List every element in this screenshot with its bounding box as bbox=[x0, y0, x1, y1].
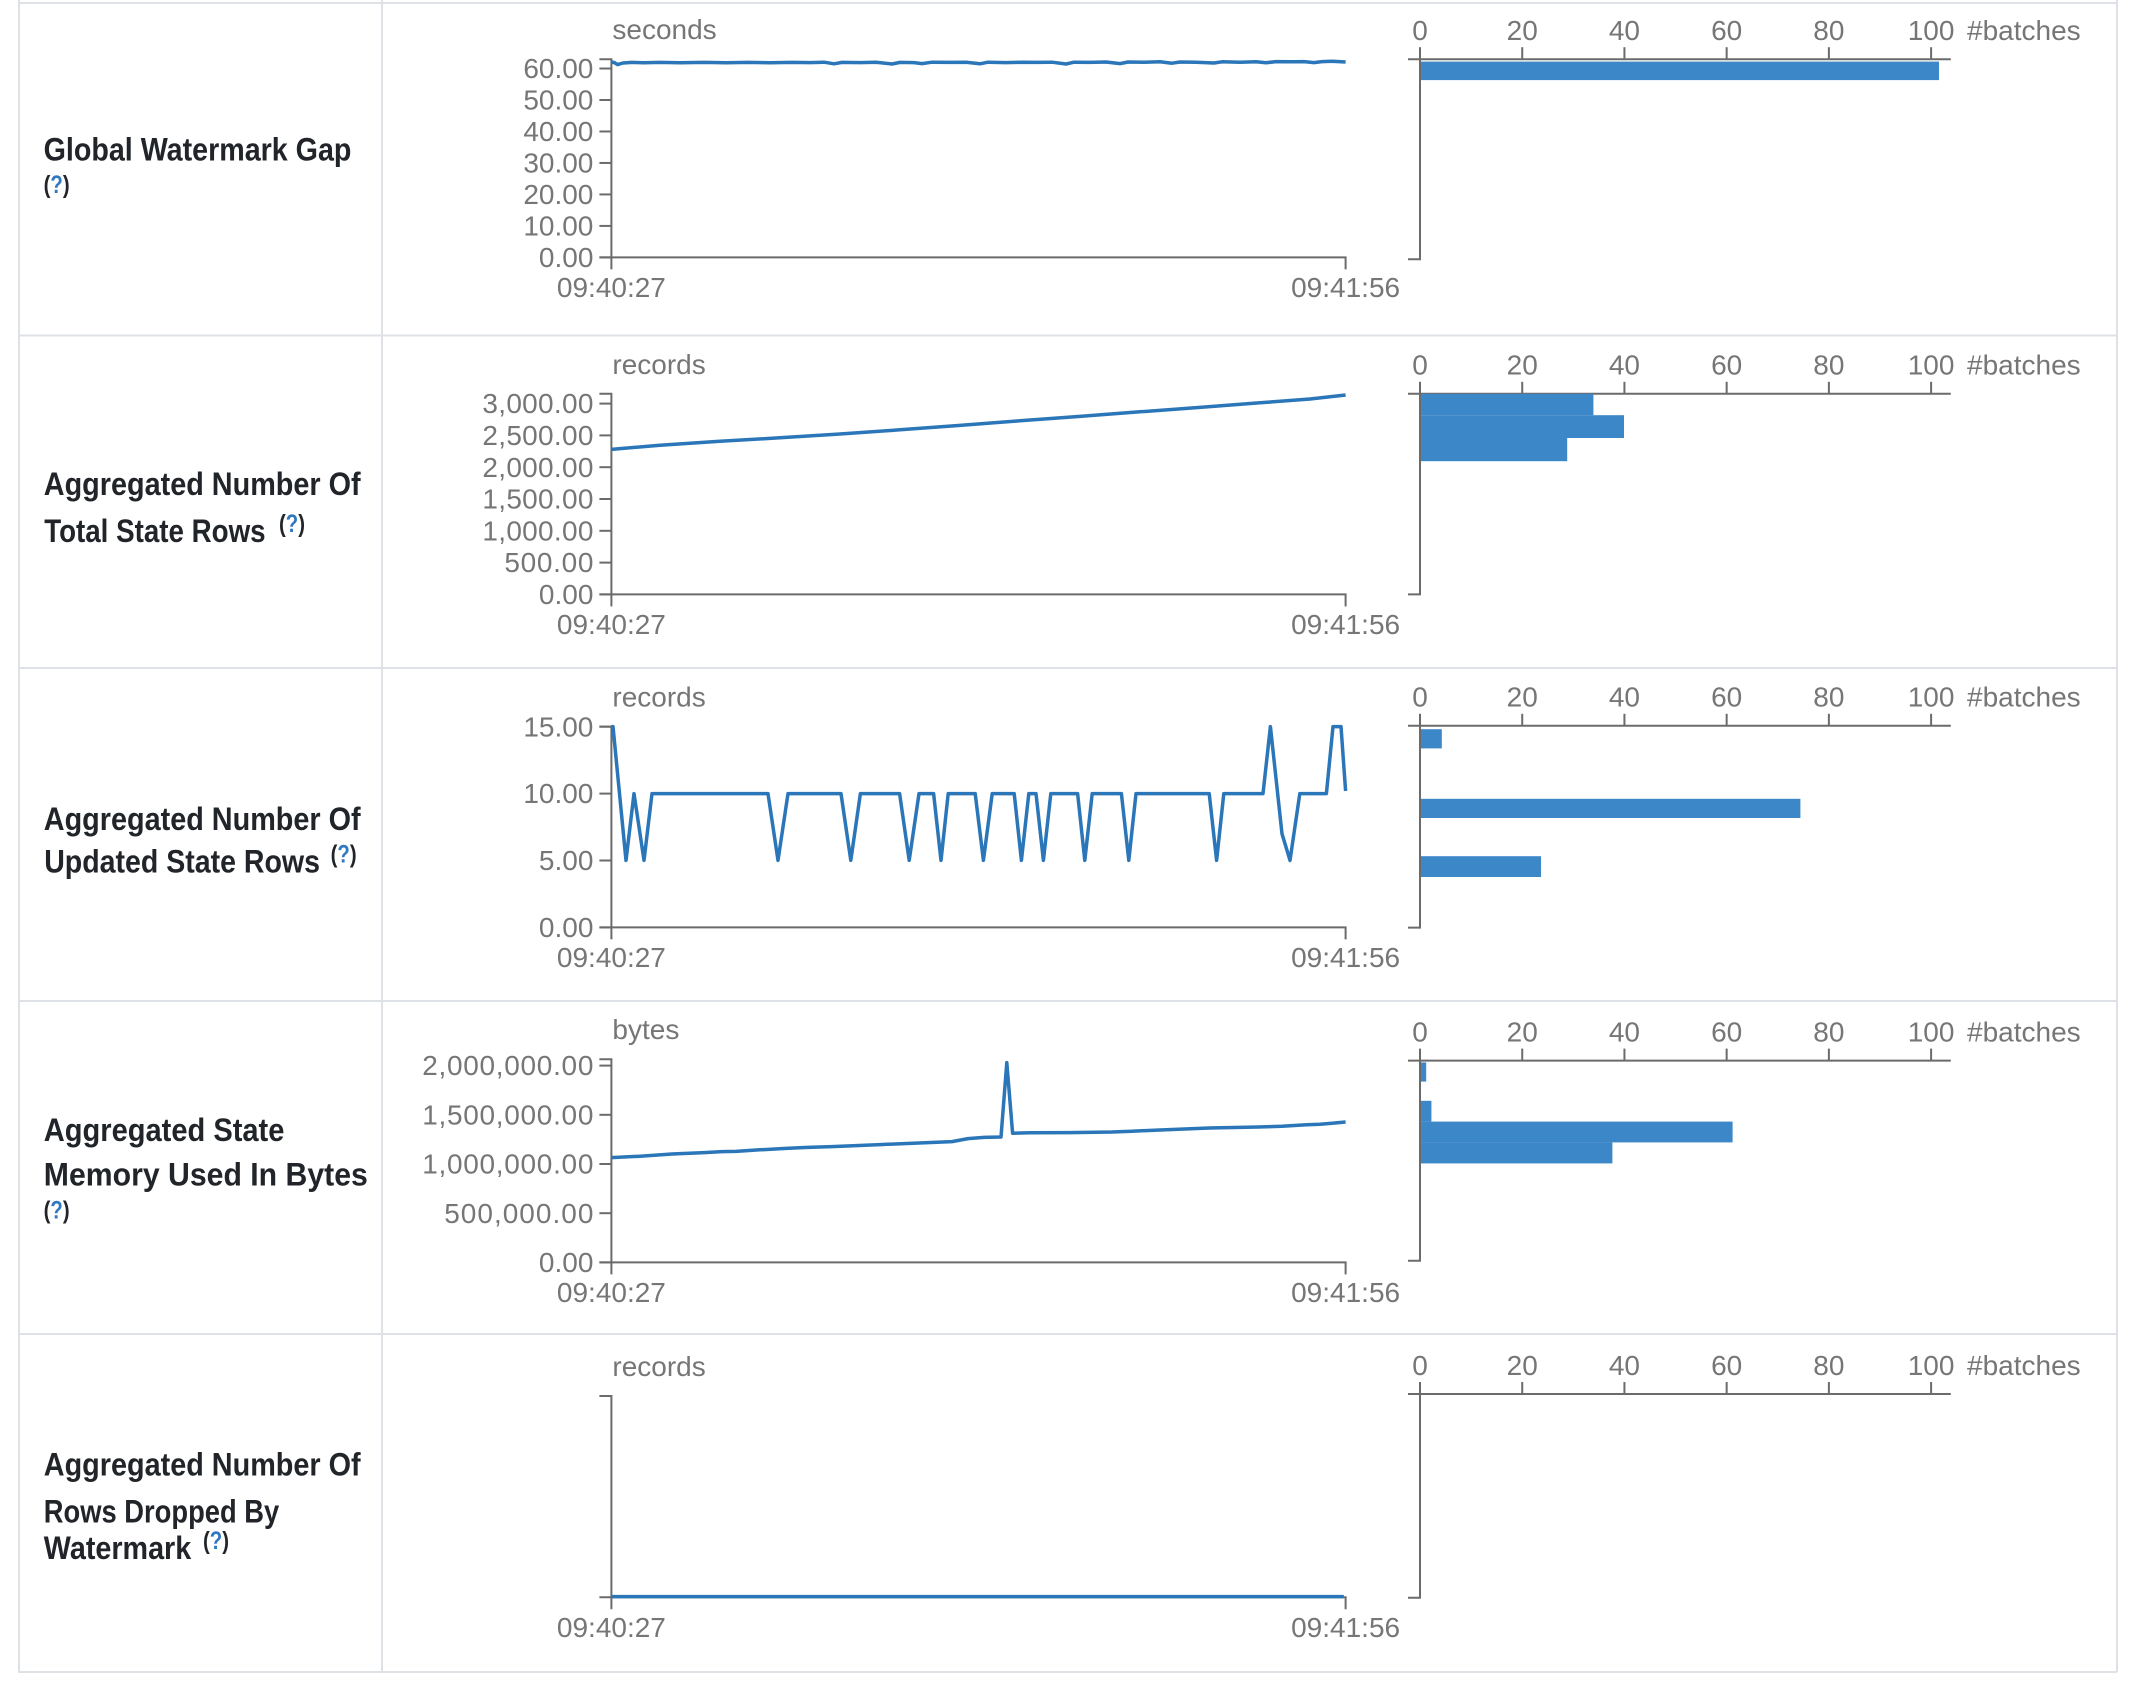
svg-text:15.00: 15.00 bbox=[523, 711, 593, 742]
svg-text:80: 80 bbox=[1813, 15, 1844, 46]
svg-text:(?): (?) bbox=[44, 171, 70, 199]
svg-text:1,000,000.00: 1,000,000.00 bbox=[422, 1149, 593, 1180]
svg-text:09:40:27: 09:40:27 bbox=[557, 609, 666, 640]
svg-text:20: 20 bbox=[1507, 15, 1538, 46]
svg-text:Aggregated Number Of: Aggregated Number Of bbox=[44, 801, 361, 837]
svg-text:09:41:56: 09:41:56 bbox=[1291, 1277, 1400, 1308]
svg-text:10.00: 10.00 bbox=[523, 211, 593, 242]
svg-text:1,500.00: 1,500.00 bbox=[482, 484, 593, 515]
svg-text:40: 40 bbox=[1609, 682, 1640, 713]
svg-text:#batches: #batches bbox=[1967, 682, 2081, 713]
svg-text:Global Watermark Gap: Global Watermark Gap bbox=[44, 132, 352, 168]
svg-text:50.00: 50.00 bbox=[523, 85, 593, 116]
svg-text:20: 20 bbox=[1507, 350, 1538, 381]
svg-text:20: 20 bbox=[1507, 1016, 1538, 1047]
svg-text:0: 0 bbox=[1412, 350, 1428, 381]
svg-text:Aggregated Number Of: Aggregated Number Of bbox=[44, 466, 361, 502]
svg-text:100: 100 bbox=[1908, 350, 1955, 381]
svg-text:0.00: 0.00 bbox=[539, 242, 594, 273]
svg-text:09:40:27: 09:40:27 bbox=[557, 1277, 666, 1308]
svg-text:records: records bbox=[612, 682, 705, 713]
svg-text:10.00: 10.00 bbox=[523, 778, 593, 809]
svg-text:09:40:27: 09:40:27 bbox=[557, 272, 666, 303]
svg-text:(?): (?) bbox=[203, 1527, 229, 1555]
svg-text:1,000.00: 1,000.00 bbox=[482, 515, 593, 546]
svg-text:60.00: 60.00 bbox=[523, 53, 593, 84]
svg-text:0: 0 bbox=[1412, 682, 1428, 713]
svg-text:(?): (?) bbox=[279, 510, 305, 538]
svg-text:20.00: 20.00 bbox=[523, 179, 593, 210]
svg-text:80: 80 bbox=[1813, 1016, 1844, 1047]
svg-text:60: 60 bbox=[1711, 682, 1742, 713]
svg-text:09:40:27: 09:40:27 bbox=[557, 942, 666, 973]
svg-text:60: 60 bbox=[1711, 15, 1742, 46]
svg-text:#batches: #batches bbox=[1967, 1350, 2081, 1381]
svg-text:#batches: #batches bbox=[1967, 350, 2081, 381]
svg-text:0.00: 0.00 bbox=[539, 1247, 594, 1278]
svg-text:40: 40 bbox=[1609, 15, 1640, 46]
svg-text:2,000,000.00: 2,000,000.00 bbox=[422, 1050, 593, 1081]
svg-text:40: 40 bbox=[1609, 1350, 1640, 1381]
svg-text:Total State Rows: Total State Rows bbox=[44, 513, 265, 549]
svg-text:40.00: 40.00 bbox=[523, 116, 593, 147]
svg-text:0: 0 bbox=[1412, 1016, 1428, 1047]
svg-text:09:41:56: 09:41:56 bbox=[1291, 942, 1400, 973]
svg-text:Rows Dropped By: Rows Dropped By bbox=[44, 1493, 280, 1529]
svg-text:09:41:56: 09:41:56 bbox=[1291, 609, 1400, 640]
svg-text:500.00: 500.00 bbox=[504, 547, 593, 578]
svg-text:0: 0 bbox=[1412, 1350, 1428, 1381]
svg-text:20: 20 bbox=[1507, 1350, 1538, 1381]
svg-text:#batches: #batches bbox=[1967, 1016, 2081, 1047]
svg-text:Aggregated State: Aggregated State bbox=[44, 1112, 285, 1148]
svg-text:100: 100 bbox=[1908, 682, 1955, 713]
svg-text:bytes: bytes bbox=[612, 1014, 679, 1045]
svg-text:80: 80 bbox=[1813, 682, 1844, 713]
svg-text:5.00: 5.00 bbox=[539, 845, 594, 876]
svg-text:0.00: 0.00 bbox=[539, 579, 594, 610]
svg-text:#batches: #batches bbox=[1967, 15, 2081, 46]
svg-text:60: 60 bbox=[1711, 1350, 1742, 1381]
svg-text:0.00: 0.00 bbox=[539, 912, 594, 943]
svg-text:60: 60 bbox=[1711, 350, 1742, 381]
svg-text:Aggregated Number Of: Aggregated Number Of bbox=[44, 1446, 361, 1482]
svg-text:09:41:56: 09:41:56 bbox=[1291, 272, 1400, 303]
svg-text:100: 100 bbox=[1908, 1350, 1955, 1381]
svg-text:Memory Used In Bytes: Memory Used In Bytes bbox=[44, 1157, 368, 1193]
svg-text:(?): (?) bbox=[331, 840, 357, 868]
svg-text:40: 40 bbox=[1609, 350, 1640, 381]
svg-text:80: 80 bbox=[1813, 1350, 1844, 1381]
svg-text:2,500.00: 2,500.00 bbox=[482, 420, 593, 451]
svg-text:40: 40 bbox=[1609, 1016, 1640, 1047]
svg-text:0: 0 bbox=[1412, 15, 1428, 46]
svg-text:09:41:56: 09:41:56 bbox=[1291, 1612, 1400, 1643]
svg-text:(?): (?) bbox=[44, 1197, 70, 1225]
svg-text:30.00: 30.00 bbox=[523, 148, 593, 179]
svg-text:100: 100 bbox=[1908, 1016, 1955, 1047]
svg-text:500,000.00: 500,000.00 bbox=[444, 1198, 593, 1229]
svg-text:09:40:27: 09:40:27 bbox=[557, 1612, 666, 1643]
svg-text:80: 80 bbox=[1813, 350, 1844, 381]
svg-text:1,500,000.00: 1,500,000.00 bbox=[422, 1099, 593, 1130]
svg-text:20: 20 bbox=[1507, 682, 1538, 713]
svg-text:3,000.00: 3,000.00 bbox=[482, 388, 593, 419]
svg-text:60: 60 bbox=[1711, 1016, 1742, 1047]
svg-text:2,000.00: 2,000.00 bbox=[482, 452, 593, 483]
svg-text:100: 100 bbox=[1908, 15, 1955, 46]
svg-text:records: records bbox=[612, 349, 705, 380]
svg-text:seconds: seconds bbox=[612, 14, 716, 45]
svg-text:Updated State Rows: Updated State Rows bbox=[44, 843, 320, 879]
svg-text:Watermark: Watermark bbox=[44, 1530, 192, 1566]
svg-text:records: records bbox=[612, 1351, 705, 1382]
